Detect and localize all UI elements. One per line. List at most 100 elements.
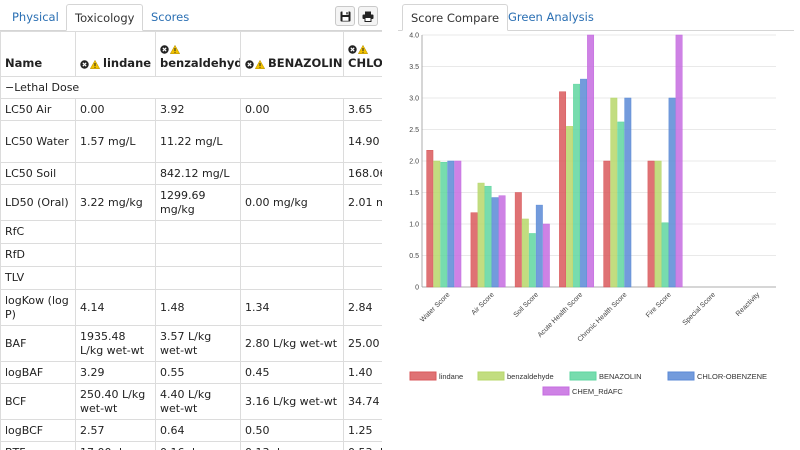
hazard-icons xyxy=(245,60,265,69)
row-label: BCF xyxy=(0,383,76,420)
legend-label: CHEM_RdAFC xyxy=(572,387,623,396)
printer-icon xyxy=(362,11,374,22)
name-column-header: Name xyxy=(0,31,76,77)
table-cell: 0.45 xyxy=(240,361,344,384)
legend-label: benzaldehyde xyxy=(507,372,554,381)
x-category-label: Acute Health Score xyxy=(537,291,585,339)
bar xyxy=(491,197,499,288)
table-cell xyxy=(343,220,382,244)
table-cell xyxy=(75,162,156,185)
warning-icon xyxy=(255,60,265,69)
table-cell: 11.22 mg/L xyxy=(155,120,241,163)
table-cell: 1.25 xyxy=(343,419,382,442)
table-cell: 0.00 mg/kg xyxy=(240,184,344,221)
bar xyxy=(610,97,618,288)
table-cell: 2.80 L/kg wet-wt xyxy=(240,325,344,362)
bar xyxy=(470,212,478,288)
score-compare-chart: 0 0.5 1.0 1.5 2.0 2.5 3.0 3.5 4.0 Water Score Air … xyxy=(409,33,776,396)
row-label: RfC xyxy=(0,220,76,244)
bar xyxy=(580,78,588,288)
table-row: LC50 Air 0.00 3.92 0.00 3.65 xyxy=(0,98,382,121)
remove-icon[interactable] xyxy=(160,45,169,54)
chemical-header-benazolin: BENAZOLIN xyxy=(240,31,344,77)
save-button[interactable] xyxy=(335,6,355,26)
remove-icon[interactable] xyxy=(80,60,89,69)
tab-toxicology[interactable]: Toxicology xyxy=(66,4,144,31)
row-label: logBCF xyxy=(0,419,76,442)
legend-label: BENAZOLIN xyxy=(599,372,642,381)
y-tick-label: 2.5 xyxy=(409,127,419,134)
score-compare-panel: Score Compare Green Analysis 0 0.5 1.0 1.5 2… xyxy=(398,0,800,450)
table-cell: 2.57 xyxy=(75,419,156,442)
chemical-name: lindane xyxy=(103,56,152,70)
section-lethal-dose[interactable]: −Lethal Dose xyxy=(0,76,382,99)
table-row: LC50 Water 1.57 mg/L 11.22 mg/L 14.90 m xyxy=(0,120,382,163)
bar xyxy=(498,195,506,288)
table-row: logBCF 2.57 0.64 0.50 1.25 xyxy=(0,419,382,442)
chemical-header-chlor: CHLOR xyxy=(343,31,382,77)
bar xyxy=(433,160,441,288)
table-cell: 0.13 days xyxy=(240,441,344,450)
row-label: LC50 Soil xyxy=(0,162,76,185)
y-tick-label: 4.0 xyxy=(409,33,419,40)
table-cell: 17.00 days xyxy=(75,441,156,450)
table-cell: 0.50 xyxy=(240,419,344,442)
table-cell: 0.55 xyxy=(155,361,241,384)
print-button[interactable] xyxy=(358,6,378,26)
toxicology-table: Name lindane benzaldehyde xyxy=(0,31,382,450)
warning-icon xyxy=(358,45,368,54)
table-cell: 3.16 L/kg wet-wt xyxy=(240,383,344,420)
bar xyxy=(454,160,462,288)
legend-swatch xyxy=(569,371,597,381)
table-cell xyxy=(240,266,344,290)
bar xyxy=(447,160,455,288)
table-cell xyxy=(75,243,156,267)
warning-icon xyxy=(170,45,180,54)
bar xyxy=(573,83,581,288)
toxicology-table-wrapper[interactable]: Name lindane benzaldehyde xyxy=(0,31,382,450)
y-tick-label: 3.0 xyxy=(409,96,419,103)
y-tick-label: 2.0 xyxy=(409,159,419,166)
table-cell: 0.16 days xyxy=(155,441,241,450)
table-row: LD50 (Oral) 3.22 mg/kg 1299.69 mg/kg 0.0… xyxy=(0,184,382,221)
tab-score-compare[interactable]: Score Compare xyxy=(402,4,509,31)
table-row: logBAF 3.29 0.55 0.45 1.40 xyxy=(0,361,382,384)
table-cell: 0.53 da xyxy=(343,441,382,450)
row-label: logKow (log P) xyxy=(0,289,76,326)
chemical-header-benzaldehyde: benzaldehyde xyxy=(155,31,241,77)
row-label: BTF xyxy=(0,441,76,450)
bar xyxy=(528,233,536,288)
bar xyxy=(647,160,655,288)
legend-swatch xyxy=(409,371,437,381)
remove-icon[interactable] xyxy=(348,45,357,54)
x-category-label: Chronic Health Score xyxy=(577,291,629,343)
chemical-header-lindane: lindane xyxy=(75,31,156,77)
table-row: RfC xyxy=(0,220,382,244)
bar xyxy=(654,160,662,288)
bar xyxy=(484,185,492,288)
tab-scores[interactable]: Scores xyxy=(151,10,190,24)
bar xyxy=(566,126,574,288)
tab-green-analysis[interactable]: Green Analysis xyxy=(508,10,594,24)
table-cell: 250.40 L/kg wet-wt xyxy=(75,383,156,420)
bar xyxy=(559,91,567,288)
legend-label: lindane xyxy=(439,372,463,381)
legend-label: CHLOR-OBENZENE xyxy=(697,372,767,381)
table-row: BCF 250.40 L/kg wet-wt 4.40 L/kg wet-wt … xyxy=(0,383,382,420)
bar xyxy=(521,218,529,288)
bar xyxy=(514,192,522,288)
legend-swatch xyxy=(667,371,695,381)
remove-icon[interactable] xyxy=(245,60,254,69)
row-label: BAF xyxy=(0,325,76,362)
table-row: logKow (log P) 4.14 1.48 1.34 2.84 xyxy=(0,289,382,326)
table-cell xyxy=(75,220,156,244)
table-cell: 3.65 xyxy=(343,98,382,121)
table-row: BAF 1935.48 L/kg wet-wt 3.57 L/kg wet-wt… xyxy=(0,325,382,362)
chemical-name: CHLOR xyxy=(348,56,382,70)
y-tick-label: 0 xyxy=(415,285,419,292)
table-cell: 1299.69 mg/kg xyxy=(155,184,241,221)
table-cell: 1.34 xyxy=(240,289,344,326)
table-cell: 25.00 L xyxy=(343,325,382,362)
tab-physical[interactable]: Physical xyxy=(12,10,59,24)
bar xyxy=(668,97,676,288)
